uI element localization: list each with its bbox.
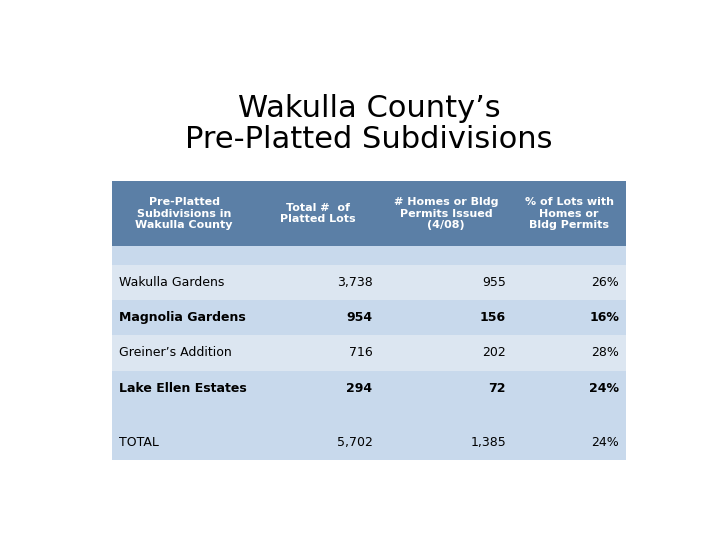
- Text: Wakulla County’s: Wakulla County’s: [238, 94, 500, 123]
- Bar: [256, 424, 379, 460]
- Bar: [379, 181, 513, 246]
- Bar: [379, 246, 513, 265]
- Bar: [513, 181, 626, 246]
- Text: 72: 72: [489, 382, 506, 395]
- Bar: [256, 406, 379, 424]
- Bar: [256, 335, 379, 370]
- Bar: [256, 246, 379, 265]
- Bar: [513, 406, 626, 424]
- Bar: [513, 246, 626, 265]
- Text: 954: 954: [346, 312, 372, 325]
- Bar: [112, 335, 256, 370]
- Text: Pre-Platted
Subdivisions in
Wakulla County: Pre-Platted Subdivisions in Wakulla Coun…: [135, 197, 233, 230]
- Bar: [513, 370, 626, 406]
- Text: Greiner’s Addition: Greiner’s Addition: [119, 347, 232, 360]
- Bar: [513, 424, 626, 460]
- Bar: [112, 265, 256, 300]
- Bar: [379, 406, 513, 424]
- Bar: [112, 424, 256, 460]
- Text: Total #  of
Platted Lots: Total # of Platted Lots: [280, 203, 356, 225]
- Bar: [112, 300, 256, 335]
- Text: % of Lots with
Homes or
Bldg Permits: % of Lots with Homes or Bldg Permits: [525, 197, 613, 230]
- Text: Lake Ellen Estates: Lake Ellen Estates: [119, 382, 247, 395]
- Text: 1,385: 1,385: [470, 436, 506, 449]
- Bar: [379, 370, 513, 406]
- Bar: [256, 300, 379, 335]
- Text: 24%: 24%: [591, 436, 619, 449]
- Text: 28%: 28%: [591, 347, 619, 360]
- Text: # Homes or Bldg
Permits Issued
(4/08): # Homes or Bldg Permits Issued (4/08): [394, 197, 498, 230]
- Bar: [379, 424, 513, 460]
- Bar: [513, 265, 626, 300]
- Text: Pre-Platted Subdivisions: Pre-Platted Subdivisions: [185, 125, 553, 154]
- Text: 5,702: 5,702: [337, 436, 372, 449]
- Text: 16%: 16%: [589, 312, 619, 325]
- Bar: [256, 265, 379, 300]
- Bar: [112, 181, 256, 246]
- Text: 716: 716: [348, 347, 372, 360]
- Text: 202: 202: [482, 347, 506, 360]
- Text: 955: 955: [482, 276, 506, 289]
- Bar: [112, 370, 256, 406]
- Bar: [513, 335, 626, 370]
- Bar: [256, 370, 379, 406]
- Text: 294: 294: [346, 382, 372, 395]
- Text: 26%: 26%: [591, 276, 619, 289]
- Bar: [379, 335, 513, 370]
- Text: Wakulla Gardens: Wakulla Gardens: [119, 276, 225, 289]
- Text: Magnolia Gardens: Magnolia Gardens: [119, 312, 246, 325]
- Text: 3,738: 3,738: [337, 276, 372, 289]
- Text: TOTAL: TOTAL: [119, 436, 159, 449]
- Bar: [256, 181, 379, 246]
- Bar: [513, 300, 626, 335]
- Bar: [112, 246, 256, 265]
- Text: 156: 156: [480, 312, 506, 325]
- Text: 24%: 24%: [589, 382, 619, 395]
- Bar: [379, 265, 513, 300]
- Bar: [379, 300, 513, 335]
- Bar: [112, 406, 256, 424]
